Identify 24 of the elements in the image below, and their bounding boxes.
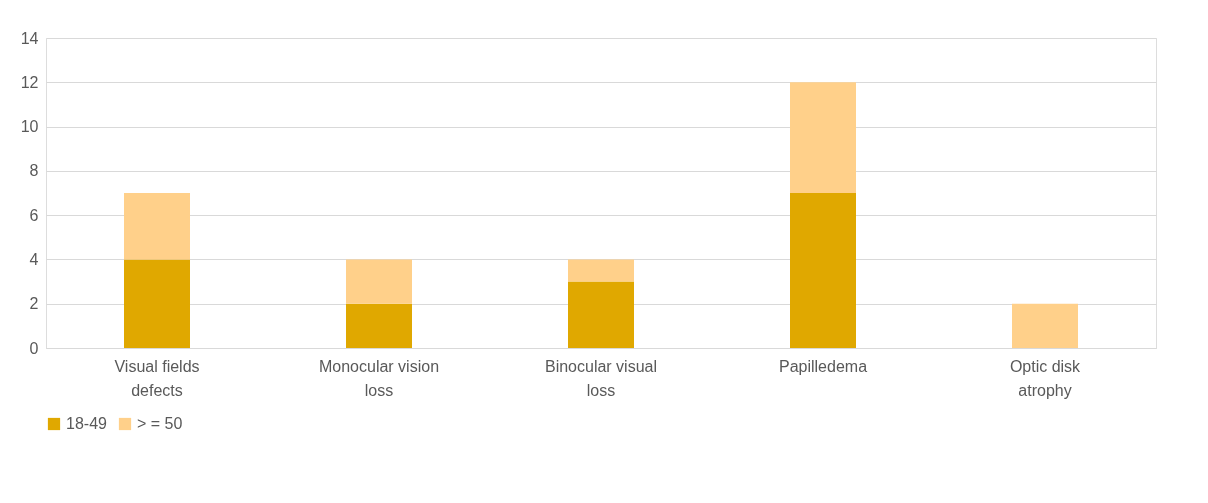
bar — [124, 259, 190, 348]
y-tick-label: 2 — [29, 295, 39, 313]
y-tick-label: 0 — [29, 339, 39, 357]
y-tick-label: 8 — [29, 162, 39, 180]
x-tick-label: Binocular visual loss — [544, 357, 658, 399]
bar — [1012, 303, 1078, 348]
y-tick-label: 6 — [29, 206, 39, 224]
legend-label: 18-49 — [66, 415, 108, 432]
bar — [346, 259, 412, 304]
bar — [346, 303, 412, 348]
y-tick-label: 10 — [20, 118, 39, 136]
bar — [568, 259, 634, 282]
bar — [790, 82, 856, 193]
x-tick-label: Papilledema — [778, 357, 868, 375]
x-tick-label: Visual fields defects — [114, 357, 200, 399]
bar — [790, 193, 856, 348]
x-tick-label: Optic disk atrophy — [1009, 357, 1082, 399]
y-tick-label: 12 — [20, 73, 39, 91]
bar — [124, 193, 190, 260]
y-tick-label: 4 — [29, 250, 39, 268]
legend-label: > = 50 — [137, 415, 183, 432]
bar — [568, 281, 634, 348]
x-tick-label: Monocular vision loss — [318, 357, 440, 399]
y-tick-label: 14 — [20, 29, 39, 47]
